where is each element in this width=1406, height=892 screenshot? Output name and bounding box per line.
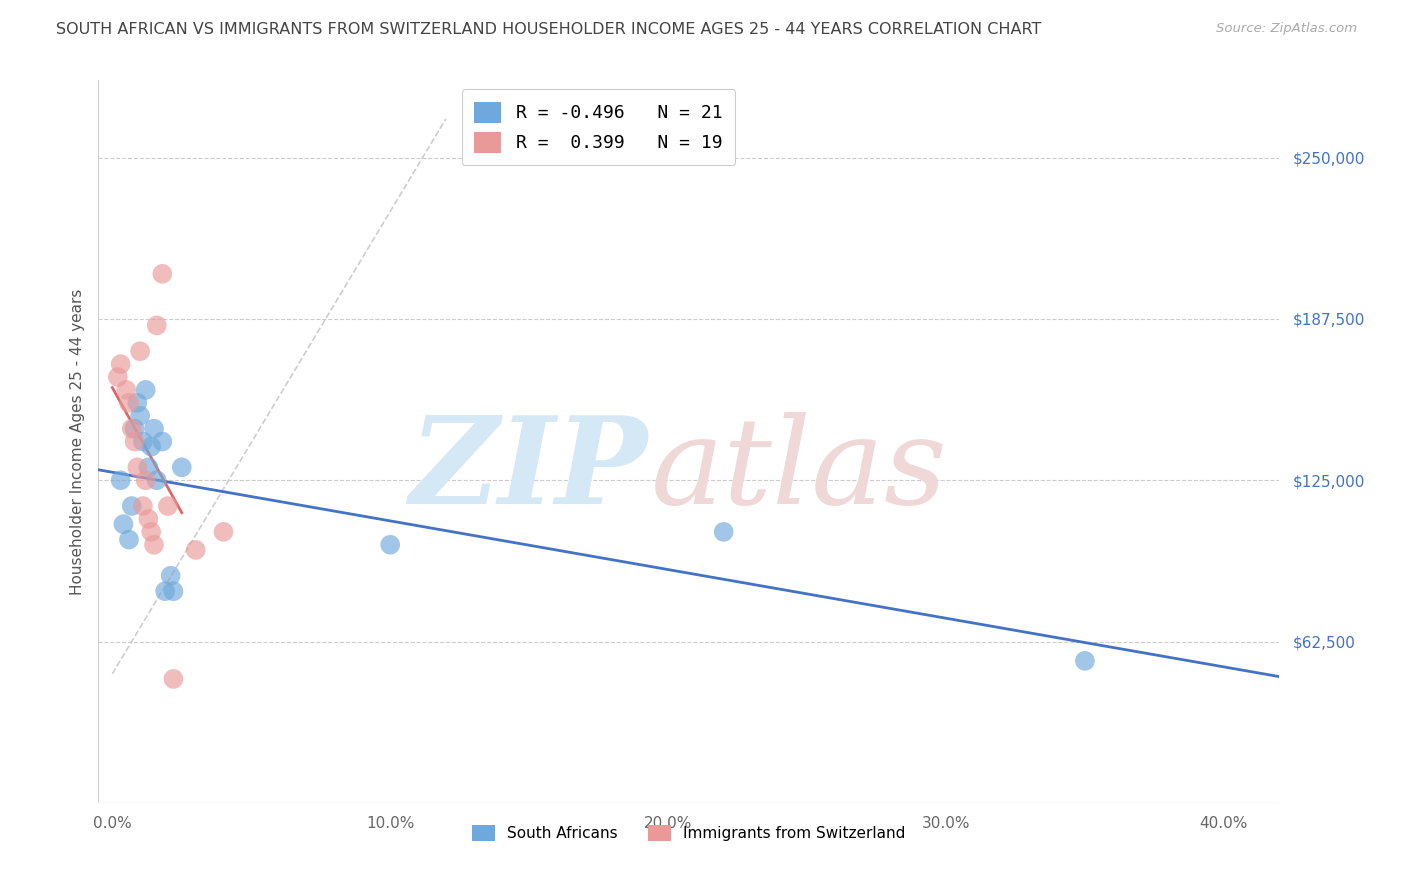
Point bbox=[146, 473, 169, 487]
Point bbox=[118, 533, 141, 547]
Point bbox=[143, 538, 166, 552]
Point bbox=[127, 396, 149, 410]
Point bbox=[162, 584, 184, 599]
Point bbox=[129, 409, 152, 423]
Point bbox=[112, 517, 135, 532]
Point bbox=[141, 440, 163, 454]
Point bbox=[107, 370, 129, 384]
Point bbox=[141, 524, 163, 539]
Point bbox=[132, 499, 155, 513]
Text: Source: ZipAtlas.com: Source: ZipAtlas.com bbox=[1216, 22, 1357, 36]
Text: atlas: atlas bbox=[651, 412, 948, 529]
Point bbox=[150, 267, 173, 281]
Point bbox=[380, 538, 402, 552]
Point bbox=[162, 672, 184, 686]
Point bbox=[118, 396, 141, 410]
Point bbox=[184, 542, 207, 557]
Point bbox=[135, 383, 157, 397]
Text: ZIP: ZIP bbox=[409, 411, 648, 530]
Point bbox=[124, 434, 146, 449]
Point bbox=[129, 344, 152, 359]
Point bbox=[153, 584, 176, 599]
Point bbox=[110, 357, 132, 371]
Point bbox=[1074, 654, 1097, 668]
Y-axis label: Householder Income Ages 25 - 44 years: Householder Income Ages 25 - 44 years bbox=[69, 288, 84, 595]
Point bbox=[146, 318, 169, 333]
Point bbox=[713, 524, 735, 539]
Point bbox=[132, 434, 155, 449]
Point bbox=[150, 434, 173, 449]
Point bbox=[170, 460, 193, 475]
Point bbox=[124, 422, 146, 436]
Point bbox=[138, 460, 160, 475]
Point bbox=[135, 473, 157, 487]
Point bbox=[121, 422, 143, 436]
Point bbox=[212, 524, 235, 539]
Point bbox=[115, 383, 138, 397]
Point bbox=[143, 422, 166, 436]
Point bbox=[138, 512, 160, 526]
Point bbox=[121, 499, 143, 513]
Point bbox=[127, 460, 149, 475]
Legend: South Africans, Immigrants from Switzerland: South Africans, Immigrants from Switzerl… bbox=[465, 819, 912, 847]
Point bbox=[110, 473, 132, 487]
Point bbox=[156, 499, 179, 513]
Text: SOUTH AFRICAN VS IMMIGRANTS FROM SWITZERLAND HOUSEHOLDER INCOME AGES 25 - 44 YEA: SOUTH AFRICAN VS IMMIGRANTS FROM SWITZER… bbox=[56, 22, 1042, 37]
Point bbox=[159, 568, 181, 582]
